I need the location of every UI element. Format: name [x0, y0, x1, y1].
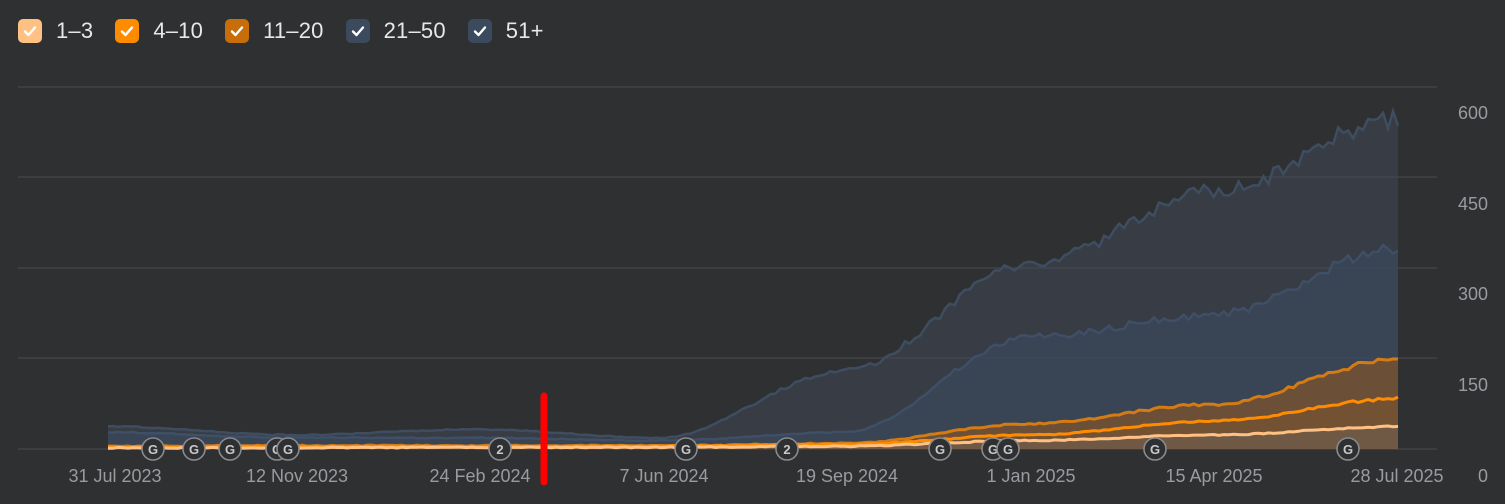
marker-label: G: [225, 442, 235, 457]
marker-label: 2: [496, 442, 503, 457]
marker-circle: [775, 437, 799, 461]
chart-legend: 1–3 4–10 11–20 21–50 51+: [18, 18, 566, 44]
legend-item-21-50[interactable]: 21–50: [345, 18, 446, 44]
series-area: [108, 245, 1398, 449]
series-area: [108, 358, 1398, 449]
marker-circle: [1336, 437, 1360, 461]
x-tick-label: 28 Jul 2025: [1350, 466, 1443, 486]
legend-label: 51+: [505, 18, 544, 43]
marker-label: G: [681, 442, 691, 457]
checkbox-icon[interactable]: [115, 19, 140, 43]
series-area: [108, 397, 1398, 449]
checkbox-icon[interactable]: [225, 19, 250, 43]
marker-circle: [218, 437, 242, 461]
legend-item-4-10[interactable]: 4–10: [115, 18, 203, 44]
x-tick-label: 24 Feb 2024: [429, 466, 530, 486]
marker-circle: [1143, 437, 1167, 461]
marker-circle: [141, 437, 165, 461]
series-area: [108, 426, 1398, 449]
legend-item-51-plus[interactable]: 51+: [467, 18, 544, 44]
google-update-marker[interactable]: G: [1143, 437, 1167, 461]
marker-circle: [488, 437, 512, 461]
marker-circle: [674, 437, 698, 461]
x-tick-label: 15 Apr 2025: [1165, 466, 1262, 486]
series-line: [107, 424, 1399, 450]
series-line: [107, 106, 1400, 440]
google-update-marker[interactable]: G: [928, 437, 952, 461]
marker-label: G: [283, 442, 293, 457]
google-update-marker[interactable]: G: [276, 437, 300, 461]
marker-label: G: [1150, 442, 1160, 457]
google-update-marker[interactable]: G: [182, 437, 206, 461]
y-tick-label: 450: [1458, 194, 1488, 214]
series-line: [107, 243, 1399, 443]
y-tick-label: 300: [1458, 284, 1488, 304]
checkbox-icon[interactable]: [18, 19, 42, 43]
legend-label: 4–10: [153, 18, 204, 43]
legend-item-1-3[interactable]: 1–3: [18, 18, 93, 44]
marker-circle: [996, 437, 1020, 461]
legend-label: 21–50: [383, 18, 446, 43]
y-tick-label: 0: [1478, 466, 1488, 486]
marker-label: G: [935, 442, 945, 457]
checkbox-icon[interactable]: [345, 19, 370, 43]
y-tick-label: 600: [1458, 103, 1488, 123]
event-count-marker[interactable]: 2: [488, 437, 512, 461]
x-tick-label: 1 Jan 2025: [986, 466, 1075, 486]
legend-label: 11–20: [263, 18, 324, 43]
marker-label: G: [988, 442, 998, 457]
x-tick-label: 31 Jul 2023: [68, 466, 161, 486]
marker-label: 2: [783, 442, 790, 457]
google-update-marker[interactable]: G: [996, 437, 1020, 461]
marker-circle: [276, 437, 300, 461]
y-tick-label: 150: [1458, 375, 1488, 395]
legend-label: 1–3: [56, 18, 94, 43]
google-update-marker[interactable]: G: [674, 437, 698, 461]
marker-label: G: [1003, 442, 1013, 457]
legend-item-11-20[interactable]: 11–20: [225, 18, 324, 44]
x-tick-label: 12 Nov 2023: [246, 466, 348, 486]
checkbox-icon[interactable]: [467, 19, 492, 43]
x-tick-label: 7 Jun 2024: [619, 466, 708, 486]
google-update-marker[interactable]: G: [218, 437, 242, 461]
marker-label: G: [189, 442, 199, 457]
event-count-marker[interactable]: 2: [775, 437, 799, 461]
google-update-marker[interactable]: G: [141, 437, 165, 461]
google-update-marker[interactable]: G: [1336, 437, 1360, 461]
marker-label: G: [148, 442, 158, 457]
marker-circle: [928, 437, 952, 461]
marker-circle: [182, 437, 206, 461]
x-tick-label: 19 Sep 2024: [796, 466, 898, 486]
marker-label: G: [1343, 442, 1353, 457]
